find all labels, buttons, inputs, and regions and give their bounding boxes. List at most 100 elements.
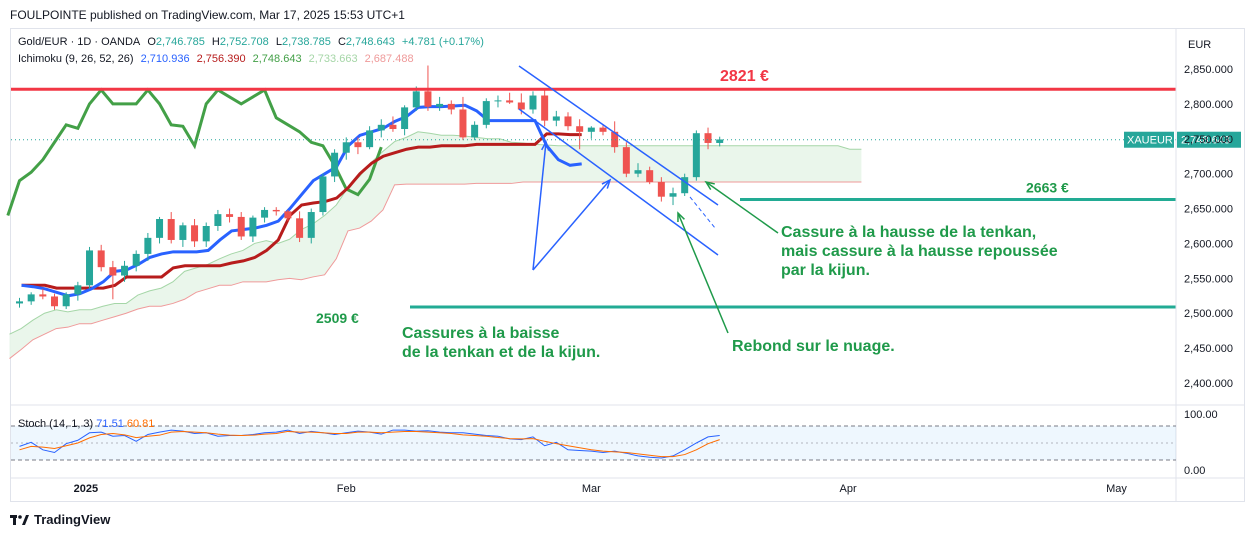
candle-body (272, 209, 280, 212)
candle-body (541, 95, 549, 121)
time-label: 2025 (74, 483, 98, 495)
candle-body (237, 216, 245, 237)
stoch-legend: Stoch (14, 1, 3) 71.51 60.81 (18, 418, 154, 430)
candle-body (342, 142, 350, 153)
candle-body (587, 127, 595, 132)
currency-label[interactable]: EUR (1188, 39, 1211, 51)
price-tag-text: 2,748.643 (1181, 135, 1230, 147)
candle-body (121, 265, 129, 276)
candle-body (109, 267, 117, 276)
candle-body (214, 214, 222, 226)
candle-body (506, 100, 514, 103)
ohlc-high: H2,752.708 (211, 36, 269, 48)
channel-upper-line (518, 65, 719, 206)
drawings: 2821 € 2663 € 2509 € Cassures à la baisse de… (11, 65, 1241, 361)
candle-body (132, 253, 140, 266)
candle-body (179, 225, 187, 240)
ichimoku-spana-value: 2,733.663 (308, 53, 358, 65)
ichimoku-tenkan-value: 2,710.936 (140, 53, 190, 65)
stochastic-pane: 100.00 0.00 (11, 409, 1218, 477)
annotation-right-line: Cassure à la hausse de la tenkan, (781, 224, 1036, 241)
annotation-left-line: de la tenkan et de la kijun. (402, 344, 600, 361)
ichimoku-kijun-value: 2,756.390 (196, 53, 246, 65)
price-tick-label: 2,650.000 (1184, 204, 1233, 216)
arrow-cloud-rebound-head (677, 211, 685, 223)
candle-body (412, 91, 420, 108)
symbol-legend: Gold/EUR · 1D · OANDA O2,746.785 H2,752.… (18, 36, 488, 48)
arrow-kijun-break-head (601, 178, 612, 189)
time-label: May (1106, 483, 1127, 495)
chart-frame[interactable] (10, 28, 1245, 502)
price-tick-label: 2,600.000 (1184, 238, 1233, 250)
stoch-k-value: 71.51 (96, 418, 124, 430)
ohlc-low: L2,738.785 (275, 36, 331, 48)
time-label: Mar (582, 483, 601, 495)
price-tick-label: 2,450.000 (1184, 343, 1233, 355)
annotation-right: Cassure à la hausse de la tenkan, mais ca… (781, 224, 1058, 279)
annotation-right-line: mais cassure à la hausse repoussée (781, 243, 1058, 260)
candle-body (62, 294, 70, 307)
candle-body (634, 170, 642, 174)
candle-body (167, 219, 175, 240)
kijun-sen-line (21, 132, 582, 290)
candle-body (482, 101, 490, 125)
arrow-tenkan-break (532, 141, 547, 271)
arrow-tenkan-kijun-test (705, 181, 779, 234)
candle-body (611, 131, 619, 148)
arrow-cloud-rebound (677, 212, 729, 334)
candle-body (657, 182, 665, 197)
candle-body (86, 250, 94, 286)
candle-body (16, 301, 23, 304)
ohlc-close: C2,748.643 (337, 36, 395, 48)
candle-body (97, 250, 105, 268)
candle-body (284, 211, 292, 219)
candle-body (599, 127, 607, 132)
annotation-left: Cassures à la baisse de la tenkan et de l… (402, 325, 600, 361)
ichimoku-spanb-value: 2,687.488 (364, 53, 414, 65)
candle-body (494, 100, 502, 102)
price-tick-label: 2,400.000 (1184, 378, 1233, 390)
candle-body (529, 95, 537, 110)
arrow-tenkan-break-head (541, 140, 550, 151)
candle-body (389, 124, 397, 130)
stoch-d-value: 60.81 (126, 418, 155, 430)
tradingview-footer[interactable]: TradingView (10, 512, 110, 527)
support-low-label: 2509 € (316, 310, 359, 326)
candle-body (669, 193, 677, 197)
ichimoku-cloud-fill (9, 131, 862, 359)
stoch-d-line (19, 430, 720, 458)
candle-body (74, 285, 82, 295)
ichimoku-label[interactable]: Ichimoku (9, 26, 52, 26) (18, 53, 134, 65)
price-tick-label: 2,800.000 (1184, 99, 1233, 111)
price-tick-label: 2,850.000 (1184, 64, 1233, 76)
candle-body (681, 177, 689, 194)
candle-body (459, 109, 467, 138)
price-axis: 2,850.000 2,800.000 2,750.000 2,700.000 2,65… (11, 29, 1244, 501)
time-label: Apr (840, 483, 857, 495)
candle-body (704, 133, 712, 143)
candle-body (202, 226, 210, 242)
candle-body (576, 126, 584, 132)
price-tick-label: 2,750.000 (1184, 134, 1233, 146)
candle-body (27, 294, 35, 302)
candle-body (564, 116, 572, 127)
annotation-bottom: Rebond sur le nuage. (732, 338, 895, 355)
stoch-label[interactable]: Stoch (14, 1, 3) (18, 418, 94, 430)
candle-body (447, 103, 455, 110)
tradingview-logo-icon (10, 514, 29, 525)
stoch-tick-label: 0.00 (1184, 465, 1205, 477)
ohlc-change: +4.781 (+0.17%) (401, 36, 484, 48)
publish-header: FOULPOINTE published on TradingView.com,… (10, 8, 405, 22)
candle-body (366, 130, 374, 148)
candle-body (692, 133, 700, 178)
price-tick-label: 2,550.000 (1184, 273, 1233, 285)
candle-body (249, 217, 257, 237)
price-tag-bg (1177, 131, 1241, 148)
tradingview-brand: TradingView (34, 512, 111, 527)
support-mid-label: 2663 € (1026, 179, 1069, 195)
resistance-label: 2821 € (720, 68, 769, 85)
symbol-tag-bg (1124, 131, 1174, 148)
candle-body (39, 294, 47, 297)
symbol-name[interactable]: Gold/EUR · 1D · OANDA (18, 36, 141, 48)
